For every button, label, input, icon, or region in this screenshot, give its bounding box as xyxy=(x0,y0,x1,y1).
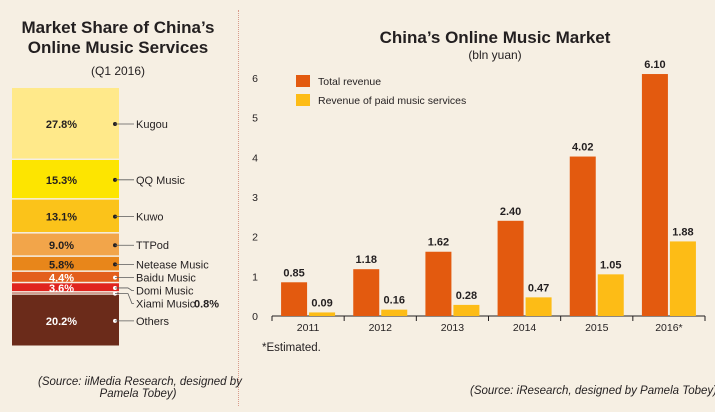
bar-value-label: 0.47 xyxy=(528,282,549,294)
share-segment xyxy=(12,283,119,292)
share-value-label: 5.8% xyxy=(49,259,74,271)
share-value-label: 15.3% xyxy=(46,175,77,187)
share-category-label: Domi Music xyxy=(136,286,194,298)
share-segment xyxy=(12,271,119,282)
share-category-label: Netease Music xyxy=(136,259,209,271)
share-value-label-outside: 0.8% xyxy=(194,299,219,311)
share-stacked-bar: 27.8% 15.3% 13.1% 9.0% 5.8% 4.4%3.6% 20.2% Kugo… xyxy=(12,88,219,346)
share-category-label: Others xyxy=(136,316,170,328)
share-segment xyxy=(12,233,119,256)
bar-value-label: 1.62 xyxy=(428,237,449,249)
share-category-label: Kugou xyxy=(136,119,168,131)
y-tick-label: 4 xyxy=(252,152,258,164)
bar-paid xyxy=(525,297,552,316)
y-tick-label: 0 xyxy=(252,311,258,323)
x-tick-label: 2013 xyxy=(441,322,465,334)
bar-total xyxy=(497,220,524,316)
estimated-note: *Estimated. xyxy=(262,342,321,354)
bar-value-label: 0.09 xyxy=(311,297,332,309)
share-value-label: 3.6% xyxy=(49,283,74,295)
x-tick-label: 2016* xyxy=(655,322,682,334)
bar-paid xyxy=(309,312,336,316)
leader-line xyxy=(115,293,134,304)
legend-label: Revenue of paid music services xyxy=(318,95,466,107)
bar-value-label: 1.05 xyxy=(600,259,621,271)
bar-total xyxy=(641,74,668,317)
share-category-label: Baidu Music xyxy=(136,273,196,285)
legend-label: Total revenue xyxy=(318,76,381,88)
share-source-line1: (Source: iiMedia Research, designed by xyxy=(38,376,242,388)
x-tick-label: 2012 xyxy=(369,322,393,334)
share-value-label: 9.0% xyxy=(49,240,74,252)
bar-paid xyxy=(669,241,696,316)
x-tick-label: 2015 xyxy=(585,322,609,334)
share-value-label: 20.2% xyxy=(46,316,77,328)
share-segment xyxy=(12,292,119,294)
y-tick-label: 2 xyxy=(252,232,258,244)
bar-value-label: 4.02 xyxy=(572,142,593,154)
bar-value-label: 0.28 xyxy=(456,290,477,302)
share-chart-subtitle: (Q1 2016) xyxy=(90,64,146,78)
y-tick-label: 3 xyxy=(252,192,258,204)
share-category-label: TTPod xyxy=(136,240,169,252)
legend-swatch xyxy=(296,75,310,87)
bar-total xyxy=(569,156,596,316)
bar-total xyxy=(425,251,452,316)
share-category-label: QQ Music xyxy=(136,175,185,187)
panel-divider xyxy=(238,10,239,406)
share-source-line2: Pamela Tobey) xyxy=(99,388,177,400)
bar-total xyxy=(281,282,308,316)
share-category-label: Kuwo xyxy=(136,212,164,224)
y-tick-label: 1 xyxy=(252,271,258,283)
share-value-label: 27.8% xyxy=(46,119,77,131)
share-value-label: 13.1% xyxy=(46,212,77,224)
leader-line xyxy=(115,287,134,291)
x-tick-label: 2011 xyxy=(297,322,320,334)
share-source: (Source: iiMedia Research, designed by P… xyxy=(38,376,242,400)
bar-value-label: 6.10 xyxy=(644,59,665,71)
bar-paid xyxy=(597,274,624,316)
x-tick-label: 2014 xyxy=(513,322,537,334)
market-source: (Source: iResearch, designed by Pamela T… xyxy=(470,385,715,397)
share-title-line2: Online Music Services xyxy=(27,38,209,57)
share-segment xyxy=(12,256,119,271)
legend-swatch xyxy=(296,94,310,106)
share-category-label: Xiami Music xyxy=(136,299,196,311)
market-chart-title: China’s Online Music Market xyxy=(379,28,611,47)
share-chart-title: Market Share of China’s Online Music Ser… xyxy=(0,18,236,58)
share-segment xyxy=(12,199,119,233)
bar-value-label: 1.88 xyxy=(672,226,693,238)
bar-paid xyxy=(381,309,408,316)
y-tick-label: 5 xyxy=(252,113,258,125)
bar-value-label: 0.85 xyxy=(283,267,304,279)
bar-value-label: 0.16 xyxy=(384,295,405,307)
share-title-line1: Market Share of China’s xyxy=(21,18,215,37)
bar-value-label: 1.18 xyxy=(356,254,377,266)
share-segment xyxy=(12,294,119,346)
bar-paid xyxy=(453,304,480,316)
market-chart-subtitle: (bln yuan) xyxy=(468,48,522,62)
y-tick-label: 6 xyxy=(252,73,258,85)
share-segment xyxy=(12,88,119,159)
bar-value-label: 2.40 xyxy=(500,206,521,218)
share-segment xyxy=(12,160,119,199)
bar-total xyxy=(353,269,380,316)
share-value-label: 4.4% xyxy=(49,273,74,285)
